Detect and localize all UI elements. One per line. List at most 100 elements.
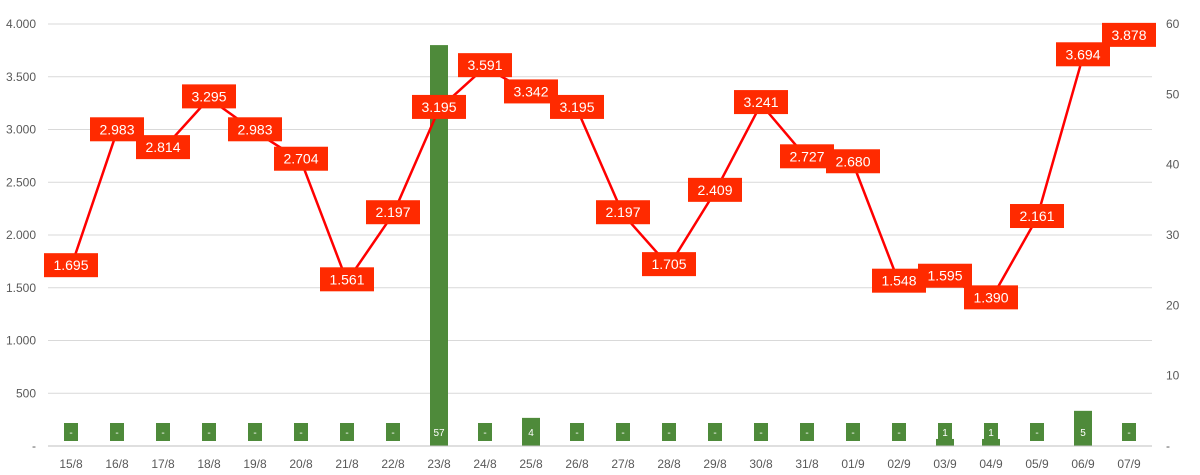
bar-label-box: [524, 423, 538, 441]
left-axis-tick-label: 3.500: [6, 70, 36, 84]
bar-data-label: -: [1127, 428, 1130, 439]
line-label-box: [458, 53, 512, 78]
line-label-box: [90, 117, 144, 142]
bar-label-box: [64, 423, 78, 441]
line-label-box: [826, 149, 880, 174]
bar-data-label: -: [207, 428, 210, 439]
bar-data-label: 5: [1080, 428, 1086, 439]
line-data-label: 2.680: [835, 153, 870, 169]
bar-data-label: 57: [433, 428, 445, 439]
line-label-box: [872, 268, 926, 293]
bar-label-box: [570, 423, 584, 441]
line-label-box: [1056, 42, 1110, 67]
right-axis-tick-label: 10: [1166, 369, 1180, 383]
line-data-label: 2.814: [145, 139, 180, 155]
left-axis-tick-label: 1.000: [6, 334, 36, 348]
bar-data-label: -: [115, 428, 118, 439]
bar-label-box: [156, 423, 170, 441]
line-label-box: [918, 263, 972, 288]
x-axis-tick-label: 28/8: [657, 457, 681, 471]
x-axis-tick-label: 02/9: [887, 457, 911, 471]
line-data-label: 1.561: [329, 271, 364, 287]
line-data-label: 1.595: [927, 268, 962, 284]
right-axis-tick-label: 50: [1166, 87, 1180, 101]
bar-label-box: [110, 423, 124, 441]
right-axis-tick-label: -: [1166, 439, 1170, 453]
line-label-box: [688, 177, 742, 202]
line-label-box: [366, 200, 420, 225]
right-axis-tick-label: 40: [1166, 158, 1180, 172]
bar-data-label: 1: [988, 428, 994, 439]
line-data-label: 2.197: [375, 204, 410, 220]
left-axis-tick-label: -: [32, 439, 36, 453]
x-axis-tick-label: 30/8: [749, 457, 773, 471]
line-data-label: 3.878: [1111, 27, 1146, 43]
bar-label-box: [662, 423, 676, 441]
line-data-label: 3.195: [559, 99, 594, 115]
bar-data-label: -: [713, 428, 716, 439]
bar-label-box: [892, 423, 906, 441]
line-data-label: 3.342: [513, 83, 548, 99]
bar-data-labels: - - - - - - - - 57 - 4 - - - - - - - - 1 1 - 5 -: [64, 423, 1136, 441]
line-series: [69, 35, 1130, 301]
bar-data-label: -: [253, 428, 256, 439]
bar-data-label: -: [299, 428, 302, 439]
bar-label-box: [1076, 423, 1090, 441]
x-axis-tick-label: 24/8: [473, 457, 497, 471]
bar-label-box: [984, 423, 998, 441]
bar-label-box: [938, 423, 952, 441]
bar-data-label: -: [805, 428, 808, 439]
bar: [936, 438, 954, 446]
bar-label-box: [754, 423, 768, 441]
line-data-label: 1.390: [973, 289, 1008, 305]
right-axis-tick-label: 20: [1166, 298, 1180, 312]
left-y-axis: - 500 1.000 1.500 2.000 2.500 3.000 3.500 4.000: [6, 17, 36, 453]
bar-data-label: -: [575, 428, 578, 439]
bar-data-label: -: [161, 428, 164, 439]
x-axis-tick-label: 16/8: [105, 457, 129, 471]
bar-data-label: -: [483, 428, 486, 439]
x-axis: 15/8 16/8 17/8 18/8 19/8 20/8 21/8 22/8 23/8 24/8…: [48, 445, 1152, 471]
bar-label-box: [708, 423, 722, 441]
x-axis-tick-label: 07/9: [1117, 457, 1141, 471]
line-data-label: 3.195: [421, 99, 456, 115]
bar-label-box: [432, 423, 446, 441]
bar-label-box: [616, 423, 630, 441]
x-axis-tick-label: 27/8: [611, 457, 635, 471]
left-axis-tick-label: 1.500: [6, 281, 36, 295]
line-data-label: 2.983: [99, 121, 134, 137]
right-y-axis: - 10 20 30 40 50 60: [1166, 17, 1180, 453]
x-axis-tick-label: 06/9: [1071, 457, 1095, 471]
x-axis-tick-label: 26/8: [565, 457, 589, 471]
x-axis-tick-label: 20/8: [289, 457, 313, 471]
x-axis-tick-label: 01/9: [841, 457, 865, 471]
bar-label-box: [800, 423, 814, 441]
x-axis-tick-label: 21/8: [335, 457, 359, 471]
bar-data-label: -: [759, 428, 762, 439]
line-data-label: 2.704: [283, 151, 318, 167]
x-axis-tick-label: 03/9: [933, 457, 957, 471]
bar-data-label: 4: [528, 428, 534, 439]
line-data-label: 2.727: [789, 148, 824, 164]
left-axis-tick-label: 500: [16, 386, 36, 400]
line-label-box: [274, 146, 328, 171]
x-axis-tick-label: 05/9: [1025, 457, 1049, 471]
line-data-label: 1.705: [651, 256, 686, 272]
bar: [982, 438, 1000, 446]
line-data-label: 2.983: [237, 121, 272, 137]
bar-data-label: 1: [942, 428, 948, 439]
line-data-labels: 1.695 2.983 2.814 3.295 2.983 2.704 1.561 2.197…: [44, 22, 1156, 310]
line-data-label: 1.548: [881, 273, 916, 289]
line-label-box: [412, 94, 466, 119]
left-axis-tick-label: 4.000: [6, 17, 36, 31]
bar-label-box: [386, 423, 400, 441]
bar-data-label: -: [851, 428, 854, 439]
x-axis-tick-label: 17/8: [151, 457, 175, 471]
x-axis-tick-label: 29/8: [703, 457, 727, 471]
line-data-label: 3.295: [191, 88, 226, 104]
bar-label-box: [846, 423, 860, 441]
line-label-box: [550, 94, 604, 119]
bar-label-box: [248, 423, 262, 441]
